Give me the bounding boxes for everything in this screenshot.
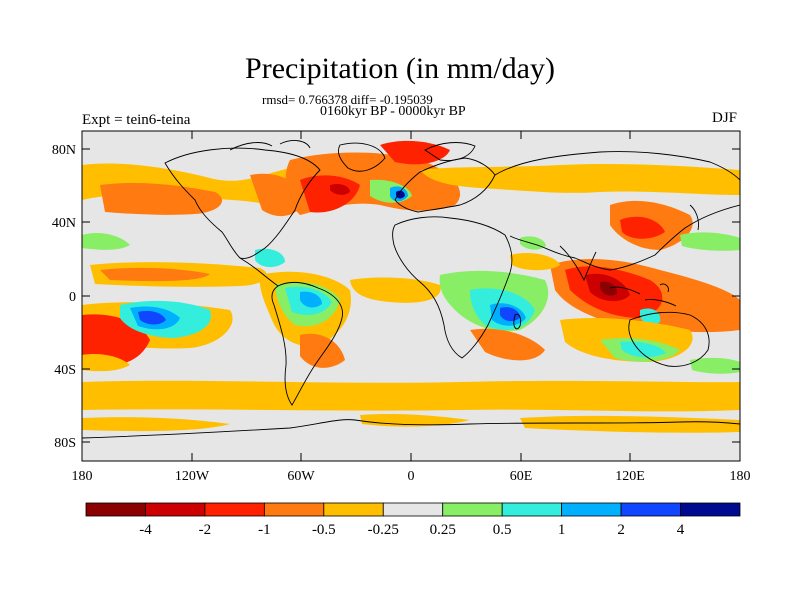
lat-label: 40S [54,363,76,378]
lon-label: 120W [175,469,210,484]
colorbar-box [323,502,384,517]
lon-label: 60E [510,469,533,484]
colorbar-label: -4 [139,522,152,538]
anomaly-region [100,182,223,215]
anomaly-region [520,415,740,433]
australia-coast [628,311,710,367]
lon-label: 0 [408,469,415,484]
lat-labels: 80N 40N 0 40S 80S [52,143,76,451]
colorbar-label: 4 [677,522,685,538]
antarctica-coast [82,419,740,439]
india-coast [559,245,597,282]
colorbar-label: -1 [258,522,271,538]
greenland-coast [337,142,386,172]
lon-ticks [81,131,741,461]
arctic-islands-coast [229,140,311,151]
lon-label: 120E [615,469,645,484]
colorbar-label: 0.25 [430,522,456,538]
colorbar-box [382,502,444,517]
scandinavia-coast [424,142,476,161]
anomaly-region [330,183,350,195]
colorbar-box [501,502,563,517]
experiment-label: Expt = tein6-teina [82,112,191,128]
anomaly-region [138,310,166,325]
anomaly-region [510,253,560,271]
lon-labels: 180 120W 60W 0 60E 120E 180 [72,469,751,484]
colorbar: -4 -2 -1 -0.5 -0.25 0.25 0.5 1 2 4 [85,502,741,538]
anomaly-region [680,232,740,251]
anomaly-region [82,380,740,412]
colorbar-box [561,502,622,517]
madagascar-coast [513,313,522,330]
anomaly-region [470,328,545,361]
north-america-coast [164,147,321,259]
japan-coast [689,204,699,231]
asia-coast [494,151,740,271]
colorbar-label: -2 [199,522,212,538]
colorbar-box [85,502,146,517]
indonesia-coast [609,283,677,307]
lat-label: 80S [54,436,76,451]
central-america-coast [239,257,279,287]
anomaly-region [520,236,546,250]
colorbar-box [620,502,681,517]
stats-text: rmsd= 0.766378 diff= -0.195039 [262,92,433,107]
anomaly-fields [82,140,740,433]
anomaly-region [600,281,618,296]
colorbar-label: -0.5 [312,522,336,538]
colorbar-label: 1 [558,522,566,538]
south-america-coast [271,281,343,406]
season-label: DJF [712,110,738,126]
anomaly-region [82,417,230,432]
anomaly-region [500,307,520,322]
anomaly-region [255,248,285,268]
lat-label: 0 [69,290,76,305]
lat-label: 40N [52,216,76,231]
colorbar-box [204,502,265,517]
lat-ticks [82,148,740,443]
colorbar-label: 0.5 [493,522,512,538]
colorbar-box [145,502,206,517]
lon-label: 180 [730,469,751,484]
lat-label: 80N [52,143,76,158]
anomaly-region [82,163,294,206]
anomaly-region [620,216,665,239]
colorbar-label: 2 [617,522,625,538]
anomaly-region [300,175,360,213]
anomaly-region [350,277,441,303]
lon-label: 60W [287,469,315,484]
colorbar-box [263,502,325,517]
coastlines [82,140,740,439]
lon-label: 180 [72,469,93,484]
anomaly-region [620,341,666,358]
anomaly-region [82,233,130,250]
period-text: 0160kyr BP - 0000kyr BP [320,104,466,119]
anomaly-region [420,163,740,195]
africa-coast [392,216,513,359]
anomaly-region [100,267,210,282]
anomaly-region [396,190,405,199]
map-title: Precipitation (in mm/day) [245,52,555,85]
anomaly-region [82,354,130,372]
colorbar-label: -0.25 [368,522,399,538]
anomaly-region [690,357,740,374]
colorbar-box [680,502,741,517]
anomaly-region [300,333,345,368]
anomaly-region [300,291,322,308]
colorbar-box [442,502,503,517]
anomaly-region [640,308,661,325]
